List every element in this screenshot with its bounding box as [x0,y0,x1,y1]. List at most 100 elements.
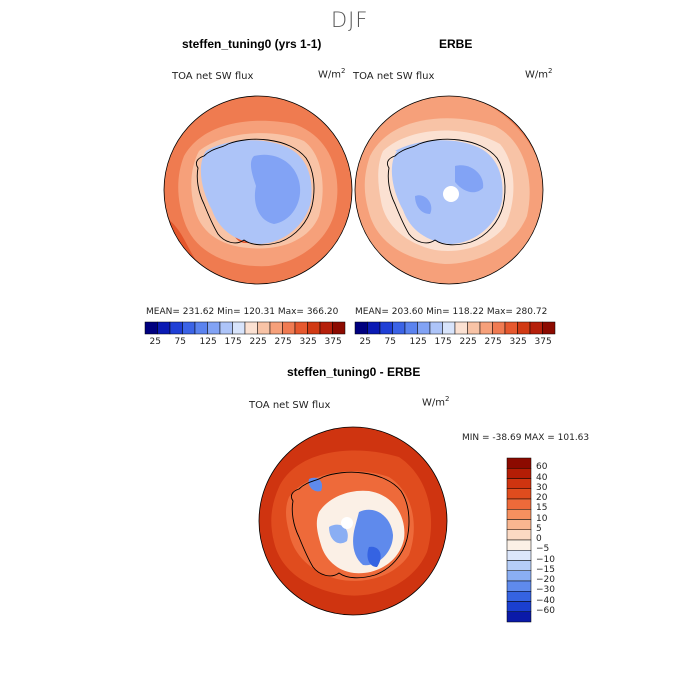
obs-panel-title: ERBE [439,37,473,51]
model-stats: MEAN= 231.62 Min= 120.31 Max= 366.20 [146,307,339,317]
colorbar-swatch [506,457,532,469]
obs-polar-map [354,95,544,285]
colorbar-swatch [319,321,333,335]
colorbar-swatch [454,321,468,335]
diff-units-label: W/m2 [422,395,450,409]
obs-map-border [354,95,544,285]
diff-panel-title: steffen_tuning0 - ERBE [287,365,421,379]
colorbar-tick-label: 30 [536,482,548,493]
colorbar-tick-label: −10 [536,554,555,565]
season-title: DJF [331,8,369,32]
colorbar-swatch [144,321,158,335]
colorbar-swatch [157,321,171,335]
colorbar-tick-label: 15 [536,503,548,514]
colorbar-swatch [169,321,183,335]
colorbar-tick-label: −20 [536,575,555,585]
model-map-border [163,95,353,285]
colorbar-swatch [506,591,532,602]
diff-polar-map [258,426,448,616]
colorbar-swatch [529,321,543,335]
colorbar-swatch [506,509,532,520]
colorbar-swatch [506,529,532,541]
colorbar-swatch [232,321,246,335]
colorbar-swatch [504,321,518,335]
colorbar-swatch [367,321,381,335]
model-colorbar-ticks: 25 75 125 175 225 275 325 375 [145,337,345,349]
colorbar-swatch [182,321,196,335]
colorbar-tick-label: −30 [536,585,555,596]
colorbar-swatch [506,611,532,623]
colorbar-tick-label: 75 [174,337,186,347]
colorbar-swatch [244,321,258,335]
colorbar-swatch [506,468,532,479]
colorbar-tick-label: 20 [536,493,548,503]
diff-coastline [290,471,410,579]
colorbar-swatch [542,321,556,335]
colorbar-swatch [506,550,532,561]
colorbar-tick-label: 10 [536,513,548,524]
obs-field-ice-patch [455,165,484,193]
colorbar-swatch [207,321,221,335]
colorbar-tick-label: 175 [224,337,242,347]
colorbar-tick-label: −15 [536,564,555,575]
colorbar-swatch [417,321,431,335]
colorbar-tick-label: 175 [434,337,452,347]
colorbar-tick-label: 125 [409,337,427,347]
model-units-label: W/m2 [318,67,346,81]
model-coastline [195,138,315,246]
colorbar-tick-label: 60 [536,462,548,473]
colorbar-swatch [257,321,271,335]
colorbar-swatch [517,321,531,335]
colorbar-swatch [194,321,208,335]
colorbar-tick-label: 375 [534,337,552,347]
colorbar-swatch [506,478,532,489]
colorbar-tick-label: 225 [249,337,267,347]
colorbar-swatch [479,321,493,335]
colorbar-tick-label: 0 [536,534,542,544]
colorbar-swatch [219,321,233,335]
colorbar-tick-label: 25 [149,337,161,347]
colorbar-swatch [354,321,368,335]
colorbar-tick-label: 75 [384,337,396,347]
colorbar-swatch [442,321,456,335]
model-colorbar [144,321,346,335]
obs-variable-label: TOA net SW flux [353,71,435,82]
colorbar-swatch [506,560,532,571]
diff-field-neg-core [367,546,381,567]
colorbar-swatch [506,570,532,582]
colorbar-tick-label: 275 [484,337,502,347]
diff-minmax: MIN = -38.69 MAX = 101.63 [462,433,590,443]
colorbar-tick-label: −40 [536,595,555,606]
colorbar-swatch [307,321,321,335]
diff-field-neg-core [353,509,393,566]
colorbar-swatch [379,321,393,335]
colorbar-swatch [506,539,532,551]
diff-colorbar [506,457,532,623]
colorbar-swatch [467,321,481,335]
obs-colorbar-ticks: 25 75 125 175 225 275 325 375 [355,337,555,349]
obs-stats: MEAN= 203.60 Min= 118.22 Max= 280.72 [355,307,548,317]
colorbar-tick-label: 325 [509,337,527,347]
model-panel-title: steffen_tuning0 (yrs 1-1) [182,37,322,51]
colorbar-swatch [269,321,283,335]
colorbar-swatch [332,321,346,335]
obs-polar-gap [443,186,459,202]
model-field-ice-core [250,154,301,224]
diff-polar-gap [341,517,353,529]
colorbar-tick-label: −5 [536,544,550,555]
diff-field-neg-core [329,524,348,544]
colorbar-tick-label: 25 [359,337,371,347]
colorbar-swatch [429,321,443,335]
model-variable-label: TOA net SW flux [172,71,254,82]
colorbar-swatch [506,498,532,510]
diff-variable-label: TOA net SW flux [249,400,331,411]
colorbar-swatch [506,519,532,530]
model-polar-map [163,95,353,285]
colorbar-tick-label: 40 [536,472,548,483]
diff-colorbar-ticks: 60 40 30 20 15 10 5 0 −5 −10 −15 −20 −30 −40 −60 [536,458,576,622]
colorbar-tick-label: 125 [199,337,217,347]
colorbar-swatch [506,580,532,592]
colorbar-swatch [282,321,296,335]
colorbar-tick-label: 5 [536,523,542,534]
colorbar-tick-label: 375 [324,337,342,347]
